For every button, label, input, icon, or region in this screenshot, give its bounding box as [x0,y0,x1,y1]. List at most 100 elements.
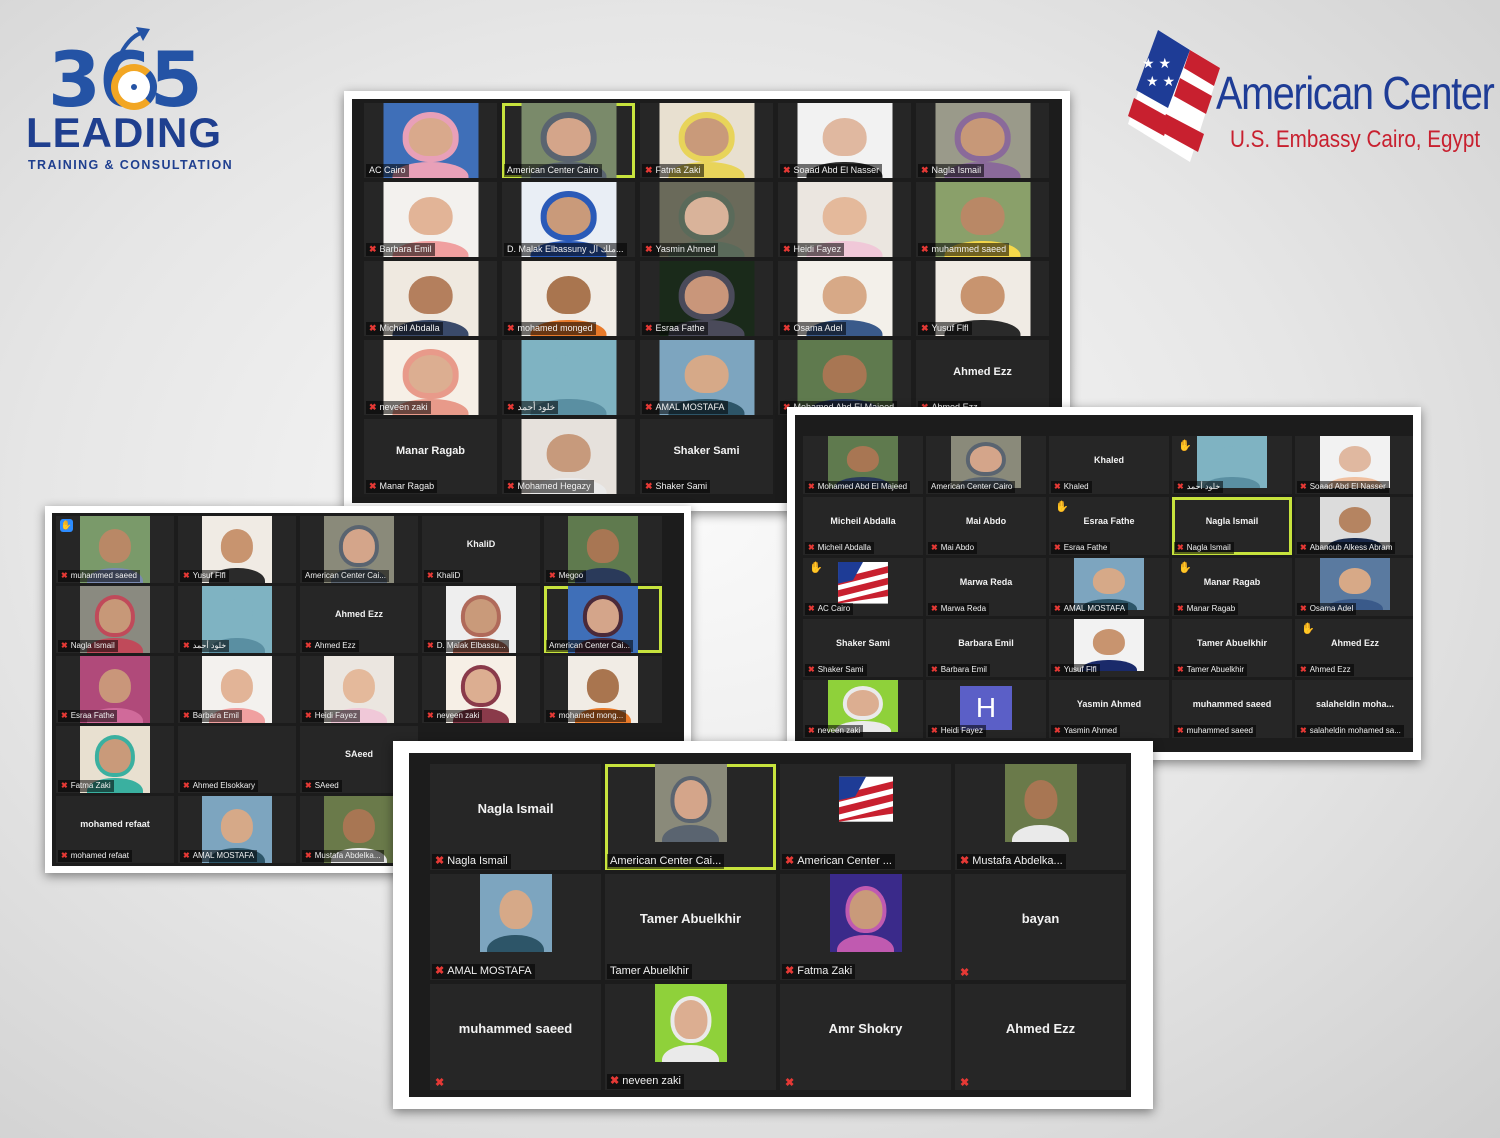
participant-tile[interactable]: Ahmed EzzAhmed Ezz [300,586,418,653]
participant-tile[interactable]: Soaad Abd El Nasser [778,103,911,178]
participant-tile[interactable]: Mohamed Abd El Majeed [803,436,923,494]
participant-tile[interactable]: Mustafa Abdelka... [955,764,1126,870]
participant-tile[interactable]: salaheldin moha... salaheldin mohamed sa.… [1295,680,1413,738]
participant-tile[interactable]: Mai Abdo Mai Abdo [926,497,1046,555]
participant-tile[interactable]: bayan [955,874,1126,980]
participant-tile[interactable]: neveen zaki [364,340,497,415]
participant-tile[interactable]: Heidi Fayez [778,182,911,257]
participant-tile[interactable]: Yasmin Ahmed Yasmin Ahmed [1049,680,1169,738]
participant-tile[interactable]: Mohamed Abd El Majeed [778,340,911,415]
participant-tile[interactable]: Mohamed Hegazy [502,419,635,494]
participant-tile[interactable]: Amr Shokry [780,984,951,1090]
participant-tile[interactable]: mohamed refaat mohamed refaat [56,796,174,863]
participant-tile[interactable]: AC Cairo [364,103,497,178]
participant-tile[interactable]: Ahmed Elsokkary [178,726,296,793]
participant-tile[interactable]: خلود أحمد [502,340,635,415]
participant-tile[interactable]: Abanoub Alkess Abram [1295,497,1413,555]
muted-mic-icon [549,711,556,720]
participant-tile[interactable]: Manar Ragab Manar Ragab [1172,558,1292,616]
muted-mic-icon [808,543,815,552]
participant-tile[interactable]: American Center ... [780,764,951,870]
participant-tile[interactable]: Barbara Emil Barbara Emil [926,619,1046,677]
participant-name: Mohamed Abd El Majeed [817,482,908,491]
participant-tile[interactable]: Yusuf Flfl [916,261,1049,336]
participant-tile[interactable]: American Center Cairo [502,103,635,178]
participant-tile[interactable]: AMAL MOSTAFA [430,874,601,980]
participant-tile[interactable]: Heidi Fayez [300,656,418,723]
participant-tile[interactable]: Nagla Ismail Nagla Ismail [1172,497,1292,555]
participant-tile[interactable]: Micheil Abdalla Micheil Abdalla [803,497,923,555]
participant-name-label: American Center Cai... [607,854,725,869]
participant-face [1092,629,1126,656]
participant-name: Mai Abdo [940,543,975,552]
participant-name-label: salaheldin mohamed sa... [1297,725,1404,737]
participant-tile[interactable]: Micheil Abdalla [364,261,497,336]
participant-tile[interactable]: AMAL MOSTAFA [640,340,773,415]
participant-name-label: خلود أحمد [180,640,230,652]
participant-tile[interactable]: American Center Cai... [544,586,662,653]
participant-tile[interactable]: Osama Adel [1295,558,1413,616]
participant-tile[interactable]: Nagla Ismail [56,586,174,653]
participant-tile[interactable]: Ahmed Ezz [955,984,1126,1090]
participant-tile[interactable]: Megoo [544,516,662,583]
participant-name: muhammed saeed [931,244,1007,254]
participant-tile[interactable]: Khaled Khaled [1049,436,1169,494]
participant-tile[interactable]: neveen zaki [803,680,923,738]
participant-tile[interactable]: Soaad Abd El Nasser [1295,436,1413,494]
participant-tile[interactable]: Ahmed EzzAhmed Ezz [916,340,1049,415]
participant-tile[interactable]: Ahmed EzzAhmed Ezz [1295,619,1413,677]
participant-tile[interactable]: Shaker Sami Shaker Sami [640,419,773,494]
participant-tile[interactable]: Esraa Fathe Esraa Fathe [1049,497,1169,555]
participant-tile[interactable]: muhammed saeed ✋ [56,516,174,583]
participant-tile[interactable]: muhammed saeed [916,182,1049,257]
participant-tile[interactable]: mohamed mong... [544,656,662,723]
participant-tile[interactable]: AMAL MOSTAFA [1049,558,1169,616]
participant-name-label: Yasmin Ahmed [1051,725,1120,737]
gallery-grid-4: Nagla Ismail Nagla Ismail American Center … [430,764,1126,1090]
participant-tile[interactable]: Yusuf Flfl [178,516,296,583]
participant-tile[interactable]: American Center Cai... [300,516,418,583]
participant-tile[interactable]: HHeidi Fayez [926,680,1046,738]
participant-name: Megoo [558,571,584,580]
participant-tile[interactable]: neveen zaki [422,656,540,723]
participant-tile[interactable]: Yasmin Ahmed [640,182,773,257]
participant-tile[interactable]: Nagla Ismail [916,103,1049,178]
participant-tile[interactable]: Barbara Emil [364,182,497,257]
participant-tile[interactable]: D. Malak Elbassu... [422,586,540,653]
participant-tile[interactable]: American Center Cairo [926,436,1046,494]
participant-tile[interactable]: Fatma Zaki [780,874,951,980]
participant-tile[interactable]: Yusuf Flfl [1049,619,1169,677]
participant-tile[interactable]: Marwa Reda Marwa Reda [926,558,1046,616]
participant-tile[interactable]: Esraa Fathe [640,261,773,336]
participant-tile[interactable]: neveen zaki [605,984,776,1090]
participant-name-label: Soaad Abd El Nasser [780,164,883,177]
participant-tile[interactable]: muhammed saeed [430,984,601,1090]
participant-tile[interactable]: KhaliD KhaliD [422,516,540,583]
participant-tile[interactable]: Shaker Sami Shaker Sami [803,619,923,677]
participant-tile[interactable]: خلود أحمد [1172,436,1292,494]
participant-tile[interactable]: American Center Cai... [605,764,776,870]
participant-tile[interactable]: Osama Adel [778,261,911,336]
muted-mic-icon [1054,482,1061,491]
participant-tile[interactable]: AC Cairo [803,558,923,616]
participant-face [546,118,591,156]
participant-tile[interactable]: Esraa Fathe [56,656,174,723]
participant-tile[interactable]: Nagla Ismail Nagla Ismail [430,764,601,870]
participant-name: American Center Cairo [507,165,599,175]
participant-tile[interactable]: mohamed monged [502,261,635,336]
participant-name: Nagla Ismail [1186,543,1231,552]
participant-tile[interactable]: Tamer Abuelkhir Tamer Abuelkhir [1172,619,1292,677]
participant-tile[interactable]: Fatma Zaki [56,726,174,793]
participant-face [342,669,376,703]
participant-tile[interactable]: Manar Ragab Manar Ragab [364,419,497,494]
participant-tile[interactable]: muhammed saeed muhammed saeed [1172,680,1292,738]
muted-mic-icon [783,323,791,333]
participant-face [684,276,729,314]
participant-tile[interactable]: AMAL MOSTAFA [178,796,296,863]
participant-tile[interactable]: D. Malak Elbassuny ملك ال... [502,182,635,257]
participant-tile[interactable]: Tamer Abuelkhir Tamer Abuelkhir [605,874,776,980]
participant-tile[interactable]: خلود أحمد [178,586,296,653]
participant-face [846,446,880,473]
participant-tile[interactable]: Fatma Zaki [640,103,773,178]
participant-tile[interactable]: Barbara Emil [178,656,296,723]
